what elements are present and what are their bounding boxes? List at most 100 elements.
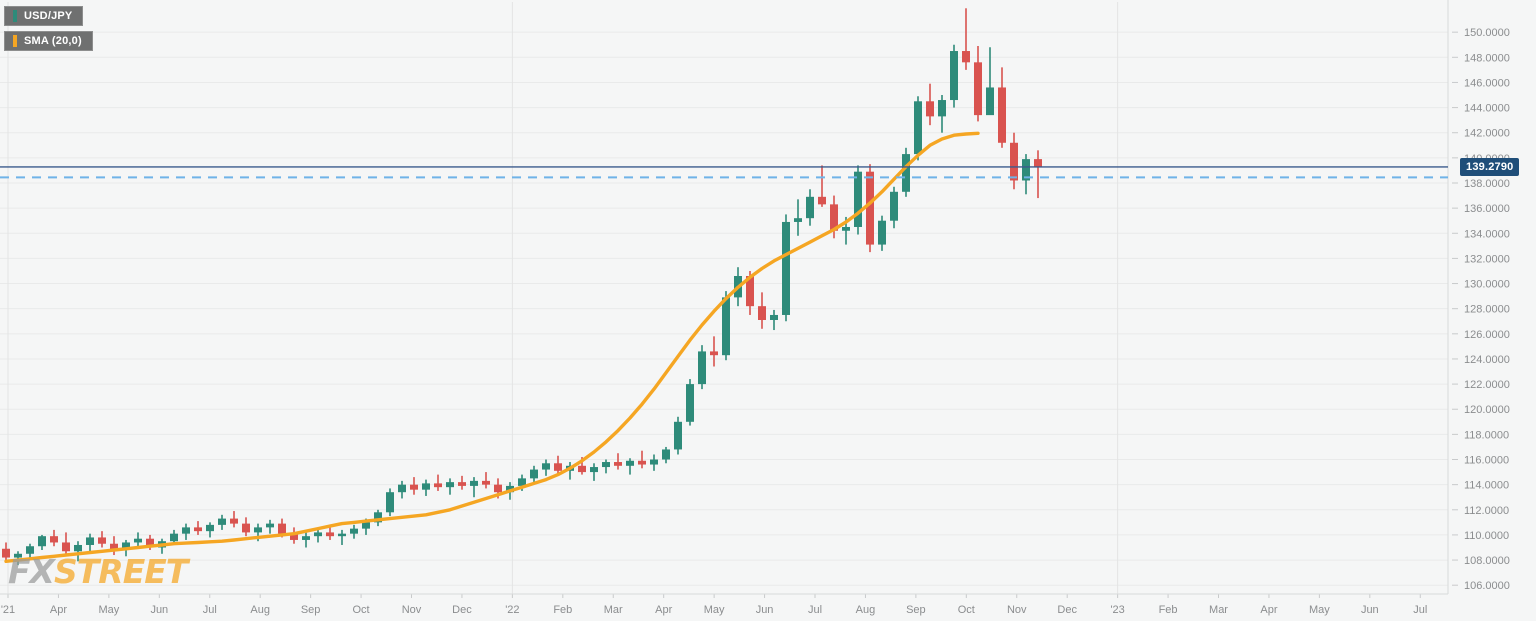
candle-body [710,351,718,356]
candle-body [446,482,454,488]
candle-body [626,460,634,466]
candle-body [110,543,118,551]
candle-body [314,532,322,537]
candle-body [2,548,10,558]
candle-body [482,480,490,485]
candle-series [2,8,1042,566]
y-axis-tick-label: 144.0000 [1464,103,1510,115]
candle-body [386,492,394,513]
candle-body [674,421,682,450]
current-price-badge: 139.2790 [1460,157,1520,176]
y-axis-tick-label: 142.0000 [1464,128,1510,140]
x-axis-tick-label: '22 [505,604,519,616]
candle-body [770,314,778,320]
x-axis-tick-label: Dec [452,604,472,616]
candle-body [230,518,238,524]
candle-body [518,478,526,486]
candle-body [638,460,646,465]
candle-body [38,536,46,547]
candle-body [794,218,802,222]
y-axis-tick-label: 128.0000 [1464,304,1510,316]
x-axis-tick-label: Mar [1209,604,1228,616]
y-axis-tick-label: 106.0000 [1464,580,1510,592]
candle-body [278,523,286,534]
candle-body [350,528,358,534]
candle-body [170,533,178,542]
candle-body [686,384,694,422]
candle-body [938,100,946,117]
y-axis-tick-label: 132.0000 [1464,253,1510,265]
candle-body [542,463,550,470]
candle-body [662,449,670,460]
candle-body [878,220,886,245]
candle-body [74,544,82,552]
candle-body [806,196,814,219]
candle-body [698,351,706,385]
candle-body [374,512,382,523]
x-axis-tick-label: Nov [1007,604,1027,616]
candle-body [962,51,970,63]
candle-body [506,485,514,493]
candle-body [266,523,274,528]
y-axis-tick-label: 138.0000 [1464,178,1510,190]
x-axis-tick-label: Aug [856,604,876,616]
y-axis-tick-label: 110.0000 [1464,530,1509,542]
y-axis-tick-label: 134.0000 [1464,228,1510,240]
candle-body [62,542,70,552]
y-axis-tick-label: 120.0000 [1464,404,1510,416]
candle-body [650,459,658,465]
x-axis-tick-label: '23 [1110,604,1124,616]
x-axis-tick-label: Jul [1413,604,1427,616]
y-axis-tick-label: 116.0000 [1464,455,1509,467]
candle-body [26,546,34,554]
x-axis-tick-label: Jul [203,604,217,616]
candle-body [50,536,58,543]
candle-body [254,527,262,533]
y-axis-tick-label: 146.0000 [1464,77,1510,89]
y-axis-tick-label: 114.0000 [1464,480,1509,492]
x-axis-tick-label: May [704,604,725,616]
candle-body [590,467,598,473]
candle-body [146,538,154,548]
legend-item-sma[interactable]: SMA (20,0) [4,31,93,52]
x-axis-tick-label: Jun [150,604,168,616]
y-axis-tick-label: 124.0000 [1464,354,1510,366]
y-axis-tick-label: 126.0000 [1464,329,1510,341]
y-axis-tick-label: 118.0000 [1464,429,1509,441]
candle-body [410,484,418,490]
candle-body [338,533,346,537]
candle-body [818,196,826,205]
legend-item-pair[interactable]: USD/JPY [4,6,84,27]
sma-line [4,131,980,563]
series-color-swatch-sma [13,35,17,47]
candle-body [530,469,538,479]
candle-body [194,527,202,532]
candle-body [554,463,562,471]
candle-body [578,465,586,473]
x-axis-tick-label: Jul [808,604,822,616]
candle-body [842,226,850,231]
candle-body [218,518,226,525]
x-axis-tick-label: Feb [1159,604,1178,616]
x-axis-tick-label: Sep [906,604,926,616]
y-axis-tick-label: 148.0000 [1464,52,1510,64]
x-axis-tick-label: Feb [553,604,572,616]
candle-body [758,306,766,320]
y-axis-tick-label: 112.0000 [1464,505,1509,517]
candle-body [302,536,310,540]
x-axis-tick-label: Oct [958,604,975,616]
y-axis-tick-label: 108.0000 [1464,555,1510,567]
candle-body [86,537,94,545]
candle-body [134,538,142,543]
candle-body [890,191,898,221]
candle-body [602,462,610,468]
candle-body [422,483,430,490]
candle-body [830,204,838,231]
candle-body [242,523,250,533]
legend-label-sma: SMA (20,0) [24,35,82,47]
x-axis-tick-label: Sep [301,604,321,616]
candle-body [398,484,406,493]
y-axis-tick-label: 150.0000 [1464,27,1510,39]
y-axis-tick-label: 130.0000 [1464,279,1510,291]
